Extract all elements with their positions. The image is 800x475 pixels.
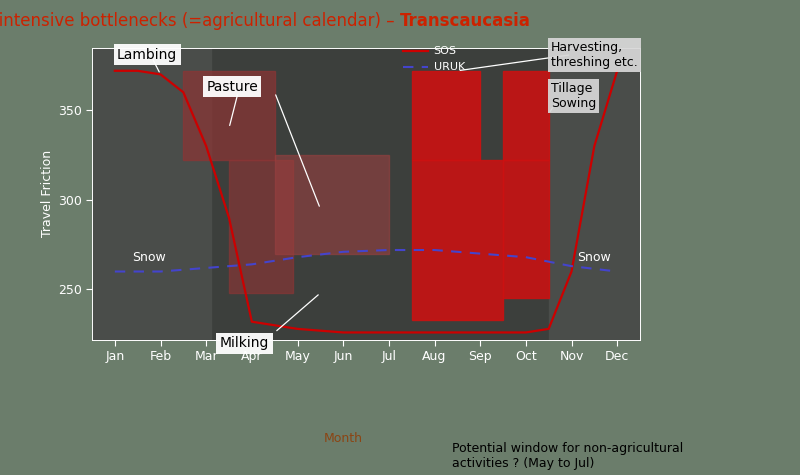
Text: Transcaucasia: Transcaucasia: [400, 12, 531, 30]
Text: Snow: Snow: [132, 251, 166, 264]
Text: Month: Month: [324, 432, 362, 445]
Bar: [183, 71, 274, 161]
Bar: [229, 161, 293, 293]
Text: Harvesting,
threshing etc.: Harvesting, threshing etc.: [551, 41, 638, 69]
Y-axis label: Travel Friction: Travel Friction: [41, 150, 54, 237]
Bar: [274, 155, 389, 254]
Bar: [412, 71, 480, 161]
Text: Labour intensive bottlenecks (=agricultural calendar) –: Labour intensive bottlenecks (=agricultu…: [0, 12, 400, 30]
Text: Potential window for non-agricultural
activities ? (May to Jul): Potential window for non-agricultural ac…: [452, 442, 683, 470]
Text: Lambing: Lambing: [117, 48, 178, 62]
Bar: [503, 161, 549, 298]
Text: Pasture: Pasture: [206, 80, 258, 94]
Text: URUK: URUK: [434, 62, 465, 72]
Bar: [549, 48, 640, 340]
Bar: [92, 48, 210, 340]
Text: SOS: SOS: [434, 46, 457, 56]
Bar: [412, 161, 503, 320]
Text: Milking: Milking: [220, 336, 270, 350]
Bar: [503, 71, 549, 161]
Text: Tillage
Sowing: Tillage Sowing: [551, 82, 596, 110]
Text: Snow: Snow: [578, 251, 611, 264]
